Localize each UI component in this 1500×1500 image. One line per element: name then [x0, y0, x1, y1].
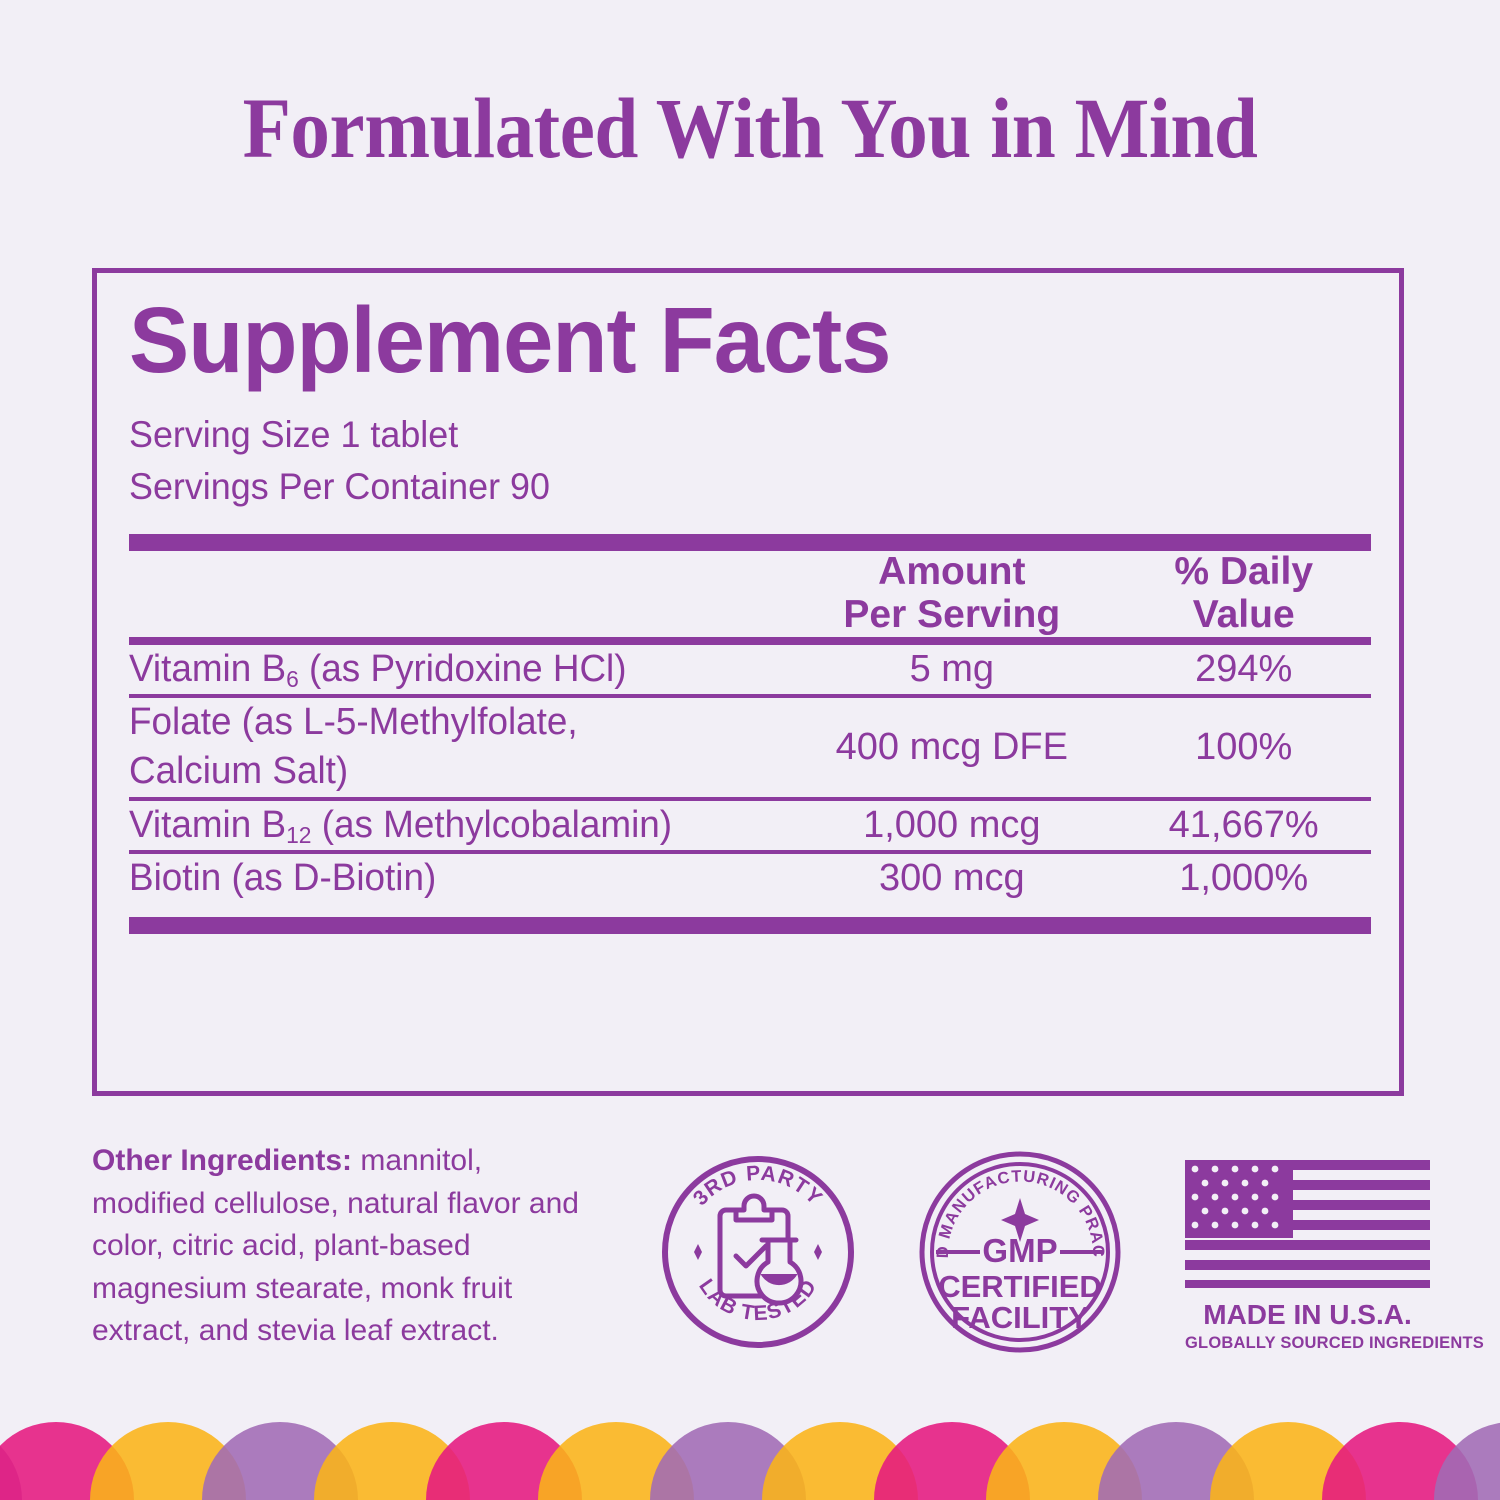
header-nutrient: [129, 551, 787, 637]
nutrient-daily-value: 100%: [1195, 725, 1293, 768]
table-row: Biotin (as D-Biotin) 300 mcg 1,000%: [129, 854, 1371, 903]
nutrient-amount: 300 mcg: [878, 857, 1025, 900]
nutrient-daily-value: 41,667%: [1168, 803, 1319, 846]
nutrient-daily-value: 294%: [1195, 647, 1293, 690]
row-divider: [129, 796, 1371, 801]
header-bottom-rule: [129, 636, 1371, 645]
made-in-usa-subtitle: GLOBALLY SOURCED INGREDIENTS: [1185, 1334, 1484, 1352]
serving-size: Serving Size 1 tablet: [129, 413, 459, 455]
usa-flag-icon: [1185, 1160, 1430, 1288]
page-title: Formulated With You in Mind: [242, 80, 1258, 176]
header-percent-daily-value: % Daily Value: [1174, 549, 1314, 636]
gmp-certified-badge: GOOD MANUFACTURING PRACTICE GMP CERTIFIE…: [911, 1136, 1123, 1355]
gmp-badge-line3: FACILITY: [951, 1300, 1089, 1335]
table-row: Vitamin B6 (as Pyridoxine HCl) 5 mg 294%: [129, 645, 1371, 694]
nutrient-daily-value: 1,000%: [1179, 857, 1309, 900]
other-ingredients-text: mannitol, modified cellulose, natural fl…: [92, 1144, 579, 1348]
third-party-lab-tested-badge: 3RD PARTY LAB TESTED: [658, 1152, 858, 1352]
table-top-rule: [129, 533, 1371, 551]
row-divider: [129, 694, 1371, 699]
nutrition-table-body: Vitamin B6 (as Pyridoxine HCl) 5 mg 294%…: [129, 645, 1371, 904]
nutrient-name: Folate (as L-5-Methylfolate, Calcium Salt…: [129, 701, 578, 793]
footer-arch: [1434, 1423, 1500, 1500]
gmp-badge-line1: GMP: [982, 1232, 1057, 1269]
footer-decoration: [0, 1390, 1500, 1500]
table-header-row: Amount Per Serving % Daily Value: [129, 549, 1371, 637]
made-in-usa-badge: MADE IN U.S.A. GLOBALLY SOURCED INGREDIE…: [1185, 1160, 1484, 1352]
nutrient-name: Vitamin B6 (as Pyridoxine HCl): [129, 647, 627, 693]
serving-info: Serving Size 1 tablet Servings Per Conta…: [129, 409, 1334, 514]
supplement-facts-panel: Supplement Facts Serving Size 1 tablet S…: [92, 268, 1404, 1096]
nutrition-table: Amount Per Serving % Daily Value Vitamin…: [129, 549, 1371, 904]
other-ingredients-label: Other Ingredients:: [92, 1144, 353, 1177]
header-amount-per-serving: Amount Per Serving: [843, 549, 1061, 636]
other-ingredients: Other Ingredients: mannitol, modified ce…: [92, 1140, 602, 1353]
table-bottom-rule: [129, 916, 1371, 934]
nutrient-amount: 1,000 mcg: [863, 803, 1041, 846]
certification-badges: 3RD PARTY LAB TESTED: [640, 1136, 1484, 1360]
servings-per-container: Servings Per Container 90: [129, 466, 550, 508]
nutrient-amount: 400 mcg DFE: [835, 725, 1068, 768]
row-divider: [129, 850, 1371, 855]
table-row: Folate (as L-5-Methylfolate, Calcium Salt…: [129, 698, 1371, 797]
nutrient-amount: 5 mg: [909, 647, 995, 690]
nutrient-name: Biotin (as D-Biotin): [129, 857, 437, 900]
nutrient-name: Vitamin B12 (as Methylcobalamin): [129, 803, 673, 849]
supplement-facts-title: Supplement Facts: [129, 288, 891, 392]
made-in-usa-title: MADE IN U.S.A.: [1203, 1299, 1412, 1330]
table-row: Vitamin B12 (as Methylcobalamin) 1,000 m…: [129, 801, 1371, 850]
gmp-badge-line2: CERTIFIED: [938, 1269, 1102, 1304]
